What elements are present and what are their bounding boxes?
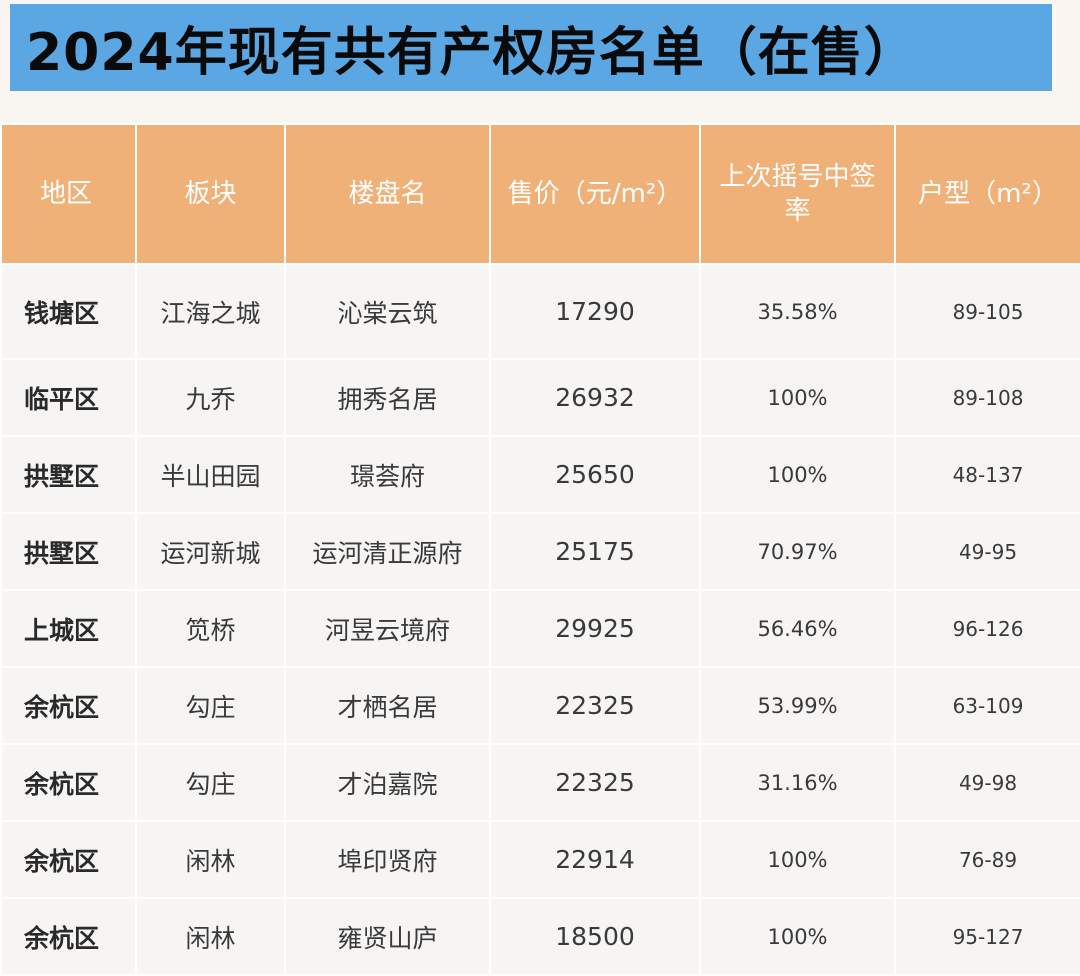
- cell-price: 22325: [489, 743, 701, 822]
- cell-layout: 49-98: [894, 743, 1080, 822]
- cell-sector: 九乔: [135, 358, 286, 437]
- housing-list-table: 地区 板块 楼盘名 售价（元/m²） 上次摇号中签率 户型（m²） 钱塘区 江海…: [0, 123, 1080, 976]
- cell-layout: 76-89: [894, 820, 1080, 899]
- housing-table: 地区 板块 楼盘名 售价（元/m²） 上次摇号中签率 户型（m²） 钱塘区 江海…: [0, 123, 1080, 976]
- cell-rate: 35.58%: [699, 263, 896, 360]
- cell-region: 拱墅区: [0, 435, 137, 514]
- table-row: 上城区 笕桥 河昱云境府 29925 56.46% 96-126: [0, 589, 1080, 668]
- table-row: 拱墅区 半山田园 璟荟府 25650 100% 48-137: [0, 435, 1080, 514]
- cell-project: 雍贤山庐: [284, 897, 491, 976]
- cell-layout: 49-95: [894, 512, 1080, 591]
- cell-rate: 31.16%: [699, 743, 896, 822]
- page-title: 2024年现有共有产权房名单（在售）: [26, 23, 917, 83]
- table-header-row: 地区 板块 楼盘名 售价（元/m²） 上次摇号中签率 户型（m²）: [0, 123, 1080, 265]
- cell-project: 才栖名居: [284, 666, 491, 745]
- cell-price: 17290: [489, 263, 701, 360]
- cell-project: 璟荟府: [284, 435, 491, 514]
- cell-layout: 89-105: [894, 263, 1080, 360]
- cell-sector: 闲林: [135, 820, 286, 899]
- cell-project: 埠印贤府: [284, 820, 491, 899]
- cell-project: 运河清正源府: [284, 512, 491, 591]
- cell-sector: 笕桥: [135, 589, 286, 668]
- cell-project: 沁棠云筑: [284, 263, 491, 360]
- header-project: 楼盘名: [284, 123, 491, 265]
- cell-region: 余杭区: [0, 743, 137, 822]
- header-region: 地区: [0, 123, 137, 265]
- cell-layout: 89-108: [894, 358, 1080, 437]
- cell-project: 河昱云境府: [284, 589, 491, 668]
- cell-sector: 勾庄: [135, 666, 286, 745]
- cell-region: 临平区: [0, 358, 137, 437]
- cell-sector: 运河新城: [135, 512, 286, 591]
- cell-region: 余杭区: [0, 897, 137, 976]
- cell-layout: 96-126: [894, 589, 1080, 668]
- cell-layout: 48-137: [894, 435, 1080, 514]
- table-row: 钱塘区 江海之城 沁棠云筑 17290 35.58% 89-105: [0, 263, 1080, 360]
- cell-price: 26932: [489, 358, 701, 437]
- cell-price: 22325: [489, 666, 701, 745]
- cell-rate: 56.46%: [699, 589, 896, 668]
- cell-project: 才泊嘉院: [284, 743, 491, 822]
- cell-region: 余杭区: [0, 820, 137, 899]
- cell-project: 拥秀名居: [284, 358, 491, 437]
- header-layout: 户型（m²）: [894, 123, 1080, 265]
- title-banner: 2024年现有共有产权房名单（在售）: [10, 4, 1052, 91]
- table-row: 余杭区 闲林 埠印贤府 22914 100% 76-89: [0, 820, 1080, 899]
- cell-price: 29925: [489, 589, 701, 668]
- cell-price: 25650: [489, 435, 701, 514]
- cell-rate: 100%: [699, 435, 896, 514]
- cell-sector: 闲林: [135, 897, 286, 976]
- cell-rate: 70.97%: [699, 512, 896, 591]
- cell-rate: 100%: [699, 358, 896, 437]
- cell-layout: 63-109: [894, 666, 1080, 745]
- cell-rate: 53.99%: [699, 666, 896, 745]
- cell-sector: 江海之城: [135, 263, 286, 360]
- cell-price: 22914: [489, 820, 701, 899]
- cell-price: 18500: [489, 897, 701, 976]
- cell-layout: 95-127: [894, 897, 1080, 976]
- cell-sector: 勾庄: [135, 743, 286, 822]
- table-row: 余杭区 勾庄 才栖名居 22325 53.99% 63-109: [0, 666, 1080, 745]
- cell-region: 上城区: [0, 589, 137, 668]
- cell-region: 拱墅区: [0, 512, 137, 591]
- cell-region: 余杭区: [0, 666, 137, 745]
- cell-sector: 半山田园: [135, 435, 286, 514]
- header-rate: 上次摇号中签率: [699, 123, 896, 265]
- cell-rate: 100%: [699, 897, 896, 976]
- table-row: 临平区 九乔 拥秀名居 26932 100% 89-108: [0, 358, 1080, 437]
- table-row: 余杭区 闲林 雍贤山庐 18500 100% 95-127: [0, 897, 1080, 976]
- cell-price: 25175: [489, 512, 701, 591]
- header-sector: 板块: [135, 123, 286, 265]
- table-row: 余杭区 勾庄 才泊嘉院 22325 31.16% 49-98: [0, 743, 1080, 822]
- cell-region: 钱塘区: [0, 263, 137, 360]
- table-row: 拱墅区 运河新城 运河清正源府 25175 70.97% 49-95: [0, 512, 1080, 591]
- header-price: 售价（元/m²）: [489, 123, 701, 265]
- cell-rate: 100%: [699, 820, 896, 899]
